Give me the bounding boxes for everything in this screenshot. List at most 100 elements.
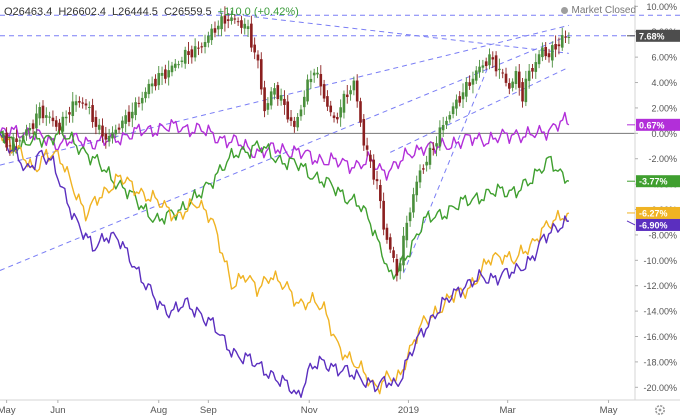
candle-body	[322, 84, 326, 99]
candle-body	[173, 63, 177, 68]
candle-body	[246, 26, 250, 30]
x-tick-label: Mar	[499, 405, 515, 416]
candle-body	[375, 179, 379, 182]
last-value-badge	[636, 118, 680, 131]
candle-body	[372, 159, 376, 180]
y-tick-label: -12.00%	[643, 281, 677, 291]
candle-body	[385, 227, 389, 240]
candle-body	[286, 101, 290, 120]
y-axis-ticks: 10.00%8.00%6.00%4.00%2.00%0.00%-2.00%-4.…	[635, 2, 677, 393]
candle-body	[498, 68, 501, 71]
candle-body	[38, 107, 41, 119]
candle-body	[127, 111, 131, 122]
candle-body	[551, 45, 554, 61]
candle-body	[31, 123, 35, 129]
candle-body	[243, 23, 247, 29]
candle-body	[130, 111, 134, 119]
ohlc-low: L26444.5	[112, 6, 158, 18]
y-tick-label: -10.00%	[643, 256, 677, 266]
candle-body	[431, 148, 435, 150]
x-tick-label: Jun	[50, 405, 65, 416]
candle-body	[87, 106, 91, 108]
candle-body	[15, 138, 18, 142]
candle-body	[415, 181, 419, 196]
candle-body	[319, 73, 323, 87]
candle-body	[210, 28, 213, 41]
trendline	[403, 63, 490, 274]
candlestick-layer	[2, 6, 571, 282]
candle-body	[428, 147, 432, 165]
series-line-3	[0, 133, 570, 395]
candle-body	[306, 79, 309, 102]
candle-body	[147, 83, 151, 95]
y-tick-label: -14.00%	[643, 307, 677, 317]
candle-body	[91, 105, 94, 123]
candle-body	[35, 113, 38, 129]
candle-body	[160, 72, 164, 76]
last-value-badge	[636, 175, 680, 188]
candle-body	[349, 90, 352, 95]
candle-body	[494, 55, 498, 72]
x-axis-ticks: May Jun Aug Sep Nov 2019 Mar May	[0, 400, 618, 416]
candle-body	[402, 235, 405, 266]
candle-body	[524, 78, 528, 103]
candle-body	[296, 116, 299, 128]
candle-body	[104, 133, 108, 140]
trendline	[0, 35, 570, 271]
candle-body	[193, 46, 197, 58]
last-value-badge	[636, 206, 680, 219]
candle-body	[144, 91, 147, 99]
x-tick-label: Aug	[150, 405, 167, 416]
candle-body	[468, 82, 471, 86]
candle-body	[114, 129, 118, 135]
candle-body	[501, 72, 505, 74]
candle-body	[359, 101, 362, 123]
candle-body	[312, 72, 316, 76]
candle-body	[150, 83, 154, 87]
y-tick-label: -8.00%	[648, 230, 677, 240]
candle-body	[422, 168, 425, 170]
candle-body	[517, 71, 521, 88]
candle-body	[412, 194, 415, 213]
candle-body	[101, 125, 104, 137]
candle-body	[564, 36, 567, 38]
candle-body	[220, 16, 223, 30]
series-line-4	[0, 132, 570, 398]
candle-body	[481, 65, 485, 68]
candle-body	[283, 98, 286, 105]
candle-body	[25, 129, 28, 136]
candle-body	[560, 35, 564, 48]
candle-body	[537, 54, 541, 65]
candle-body	[197, 47, 200, 49]
candle-body	[405, 222, 409, 241]
candle-body	[408, 212, 412, 222]
candle-body	[508, 83, 511, 89]
last-value-badge	[636, 29, 680, 42]
candle-body	[11, 137, 15, 151]
candle-body	[448, 115, 452, 120]
candle-body	[2, 133, 5, 138]
candle-body	[5, 132, 8, 148]
y-tick-label: 2.00%	[651, 103, 677, 113]
candle-body	[250, 23, 253, 48]
candle-body	[107, 135, 111, 142]
candle-body	[51, 117, 55, 122]
last-value-label: 7.68%	[639, 31, 665, 41]
x-tick-label: May	[600, 405, 618, 416]
candle-body	[435, 143, 438, 147]
candle-body	[392, 250, 395, 258]
y-tick-label: -20.00%	[643, 383, 677, 393]
candle-body	[309, 78, 313, 83]
candle-body	[527, 70, 531, 81]
ohlc-close: C26559.5	[163, 6, 212, 18]
candle-body	[111, 132, 114, 139]
candle-body	[521, 82, 524, 102]
last-value-label: -6.27%	[639, 208, 668, 218]
candle-body	[223, 15, 227, 24]
badge-connector	[626, 220, 636, 226]
candle-body	[236, 21, 240, 23]
market-status-label: Market Closed	[571, 5, 636, 16]
candle-body	[289, 117, 293, 121]
settings-gear-icon[interactable]	[655, 405, 665, 415]
